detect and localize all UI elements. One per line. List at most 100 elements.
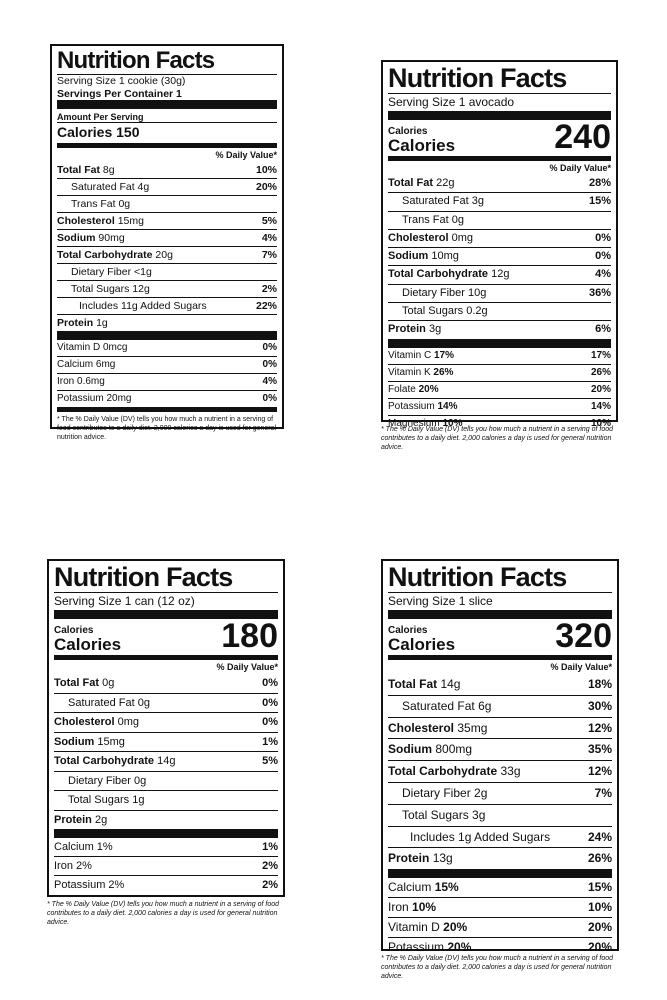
nutrient-row: Total Sugars 3g	[388, 803, 612, 826]
nutrient-amount: 3g	[471, 195, 484, 208]
vitamin-label: Iron 10%	[388, 898, 436, 917]
dv-header: % Daily Value*	[215, 150, 277, 161]
vitamin-daily-value: 0%	[262, 359, 277, 371]
vitamin-daily-value: 2%	[262, 860, 278, 872]
nutrient-label: Includes 11g Added Sugars	[57, 298, 207, 314]
nutrient-label: Dietary Fiber 10g	[388, 285, 486, 302]
nutrient-name: Sodium	[388, 742, 432, 757]
nutrient-amount: 35mg	[457, 720, 488, 735]
vitamin-row: Calcium 15% 15%	[388, 878, 612, 897]
vitamin-amount: 6mg	[95, 359, 116, 371]
nutrient-row: Dietary Fiber <1g	[57, 263, 277, 280]
nutrient-name: Sodium	[54, 735, 95, 748]
nutrient-daily-value: 5%	[262, 755, 278, 767]
nutrient-row: Total Fat 8g 10%	[57, 162, 277, 178]
nutrient-amount: 3g	[428, 323, 442, 336]
nutrient-label: Saturated Fat 3g	[388, 193, 484, 210]
vitamin-daily-value: 0%	[262, 342, 277, 354]
nutrient-label: Total Sugars 1g	[54, 791, 144, 810]
vitamin-label: Vitamin C 17%	[388, 348, 454, 364]
nutrient-label: Cholesterol 0mg	[388, 230, 473, 247]
vitamin-row: Iron 2% 2%	[54, 856, 278, 875]
nutrient-label: Protein 1g	[57, 315, 108, 331]
nutrient-name: Saturated Fat	[68, 696, 135, 709]
nutrient-label: Total Sugars 3g	[388, 805, 485, 826]
vitamin-amount: 20%	[443, 920, 468, 935]
nutrition-label-avocado: Nutrition Facts Serving Size 1 avocado C…	[381, 60, 618, 451]
nutrient-row: Includes 11g Added Sugars 22%	[57, 297, 277, 314]
vitamin-label: Iron 0.6mg	[57, 374, 105, 390]
nutrient-name: Total Fat	[388, 177, 434, 189]
nutrient-label: Saturated Fat 4g	[57, 179, 149, 195]
nutrient-amount: 0g	[102, 677, 115, 689]
vitamin-label: Potassium 14%	[388, 399, 457, 415]
nutrient-label: Cholesterol 0mg	[54, 713, 139, 732]
vitamin-amount: 10%	[412, 900, 437, 915]
vitamin-row: Folate 20% 20%	[388, 380, 611, 398]
vitamin-name: Iron	[54, 860, 73, 872]
footnote: * The % Daily Value (DV) tells you how m…	[381, 955, 614, 980]
nutrient-daily-value: 0%	[262, 696, 278, 709]
vitamin-amount: 20mg	[106, 393, 132, 405]
label-title: Nutrition Facts	[388, 562, 567, 592]
nutrient-name: Total Sugars	[402, 305, 464, 318]
nutrient-name: Cholesterol	[388, 720, 455, 735]
nutrient-row: Cholesterol 0mg 0%	[54, 712, 278, 732]
nutrient-row: Total Carbohydrate 12g 4%	[388, 265, 611, 283]
nutrient-name: Total Carbohydrate	[388, 764, 498, 779]
vitamin-row: Vitamin C 17% 17%	[388, 348, 611, 364]
nutrient-name: Dietary Fiber	[402, 286, 465, 299]
vitamin-daily-value: 10%	[590, 417, 611, 429]
vitamin-label: Potassium 2%	[54, 876, 124, 894]
vitamin-list: Calcium 15% 15% Iron 10% 10% Vitamin D 20% 20…	[388, 878, 612, 957]
vitamin-label: Calcium 6mg	[57, 357, 115, 373]
nutrient-daily-value: 20%	[255, 181, 277, 194]
nutrient-name: Saturated Fat	[402, 698, 475, 713]
nutrient-daily-value: 0%	[262, 677, 278, 689]
label-title: Nutrition Facts	[54, 562, 233, 592]
vitamin-daily-value: 26%	[590, 366, 611, 378]
nutrient-name: Total Sugars	[71, 283, 130, 296]
nutrient-name: Sodium	[57, 232, 96, 245]
nutrient-name: Total Fat	[54, 677, 100, 689]
nutrient-label: Total Carbohydrate 12g	[388, 266, 509, 283]
calories-label: Calories	[388, 635, 456, 654]
label-title: Nutrition Facts	[388, 63, 567, 93]
nutrient-amount: 2g	[474, 785, 488, 800]
calories-small-label: Calories	[388, 625, 428, 636]
nutrient-label: Total Fat 0g	[54, 674, 114, 693]
nutrient-amount: 0g	[134, 774, 147, 787]
amount-per-serving: Amount Per Serving	[57, 112, 144, 123]
vitamin-amount: 14%	[437, 400, 458, 412]
nutrient-daily-value: 15%	[588, 195, 611, 208]
serving-size: Serving Size 1 slice	[388, 594, 493, 608]
vitamin-name: Vitamin D	[388, 920, 440, 935]
nutrient-row: Total Fat 14g 18%	[388, 674, 612, 695]
nutrient-name: Total Carbohydrate	[388, 268, 489, 281]
vitamin-amount: 10%	[442, 417, 463, 429]
nutrient-daily-value: 12%	[587, 764, 612, 779]
vitamin-label: Calcium 15%	[388, 878, 459, 897]
nutrition-label-cookie: Nutrition Facts Serving Size 1 cookie (3…	[50, 44, 284, 441]
nutrient-label: Total Carbohydrate 14g	[54, 752, 175, 771]
label-frame: Nutrition Facts Serving Size 1 can (12 o…	[47, 559, 285, 897]
nutrient-name: Total Sugars	[402, 807, 469, 822]
nutrient-label: Sodium 15mg	[54, 733, 125, 752]
vitamin-name: Calcium	[54, 841, 94, 853]
nutrient-label: Total Carbohydrate 20g	[57, 247, 173, 263]
vitamin-amount: 0.6mg	[77, 376, 105, 388]
calories-value: 240	[554, 118, 611, 156]
vitamin-amount: 1%	[96, 841, 113, 853]
nutrient-label: Total Sugars 0.2g	[388, 303, 488, 320]
nutrient-daily-value: 4%	[261, 232, 277, 245]
vitamin-daily-value: 2%	[262, 879, 278, 891]
nutrient-row: Sodium 90mg 4%	[57, 229, 277, 246]
nutrient-daily-value: 0%	[595, 231, 611, 244]
nutrient-name: Cholesterol	[57, 215, 115, 228]
nutrient-name: Cholesterol	[54, 716, 115, 728]
nutrient-name: Total Carbohydrate	[57, 249, 153, 262]
vitamin-daily-value: 14%	[590, 400, 611, 412]
calories-label: Calories	[388, 136, 456, 155]
calories-small-label: Calories	[388, 126, 428, 137]
vitamin-daily-value: 20%	[590, 383, 611, 395]
